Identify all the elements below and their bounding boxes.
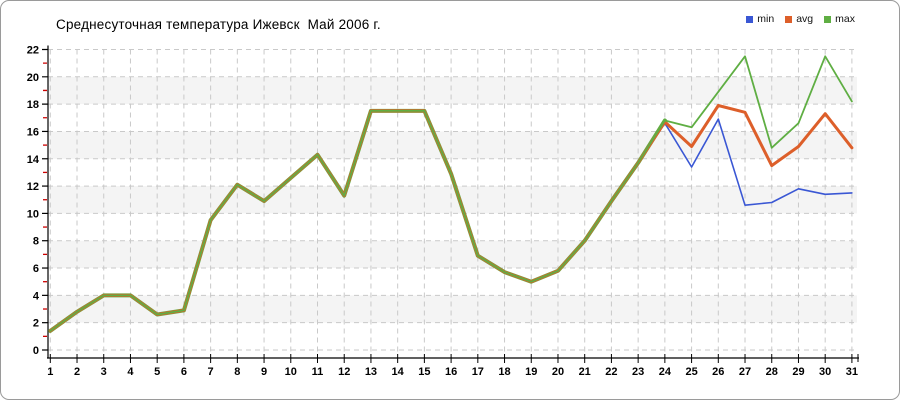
legend-label-avg: avg [796,13,814,25]
x-tick-label: 14 [392,366,405,378]
x-tick-label: 8 [234,366,240,378]
x-tick-label: 23 [632,366,644,378]
plot-band [48,240,857,269]
x-tick-label: 10 [285,366,297,378]
x-tick-label: 12 [338,366,350,378]
legend-item-avg: avg [785,14,813,25]
plot-band [48,295,857,323]
x-tick-label: 16 [445,366,457,378]
legend-item-max: max [824,14,855,25]
y-tick-label: 6 [33,263,39,275]
x-tick-label: 13 [365,366,377,378]
x-tick-label: 31 [846,366,858,378]
x-tick-label: 25 [685,366,697,378]
x-tick-label: 2 [74,366,80,378]
x-tick-label: 6 [181,366,187,378]
y-tick-label: 8 [33,236,39,248]
legend-swatch-max-icon [824,15,832,23]
x-tick-label: 27 [739,366,751,378]
legend-label-min: min [757,13,775,25]
chart-title: Среднесуточная температура Ижевск Май 20… [56,17,381,32]
x-tick-label: 4 [127,366,134,378]
x-tick-label: 3 [101,366,107,378]
y-tick-label: 14 [27,154,40,166]
x-tick-label: 20 [552,366,564,378]
y-tick-label: 16 [27,126,39,138]
y-tick-label: 2 [33,318,39,330]
legend-label-max: max [835,13,855,25]
y-tick-label: 0 [33,345,39,357]
plot-band [48,76,857,105]
x-tick-label: 28 [766,366,778,378]
x-tick-label: 5 [154,366,160,378]
legend-item-min: min [746,14,774,25]
legend: min avg max [746,14,855,25]
plot-band [48,131,857,159]
x-tick-label: 22 [605,366,617,378]
x-tick-label: 21 [579,366,591,378]
x-tick-label: 26 [712,366,724,378]
x-tick-label: 30 [819,366,831,378]
x-tick-label: 24 [659,366,672,378]
y-tick-label: 12 [27,181,39,193]
x-tick-label: 29 [792,366,804,378]
x-tick-label: 1 [47,366,53,378]
y-tick-label: 4 [33,290,40,302]
x-tick-label: 9 [261,366,267,378]
x-tick-label: 7 [208,366,214,378]
x-tick-label: 15 [418,366,430,378]
x-tick-label: 11 [312,366,324,378]
y-tick-label: 20 [27,72,39,84]
series-max-line [49,55,853,332]
y-tick-label: 10 [27,208,39,220]
x-tick-label: 18 [498,366,510,378]
plot-band [48,186,857,214]
x-tick-label: 19 [525,366,537,378]
legend-swatch-avg-icon [785,15,793,23]
x-tick-label: 17 [472,366,484,378]
y-tick-label: 18 [27,99,39,111]
y-tick-label: 22 [27,44,39,56]
legend-swatch-min-icon [746,15,754,23]
